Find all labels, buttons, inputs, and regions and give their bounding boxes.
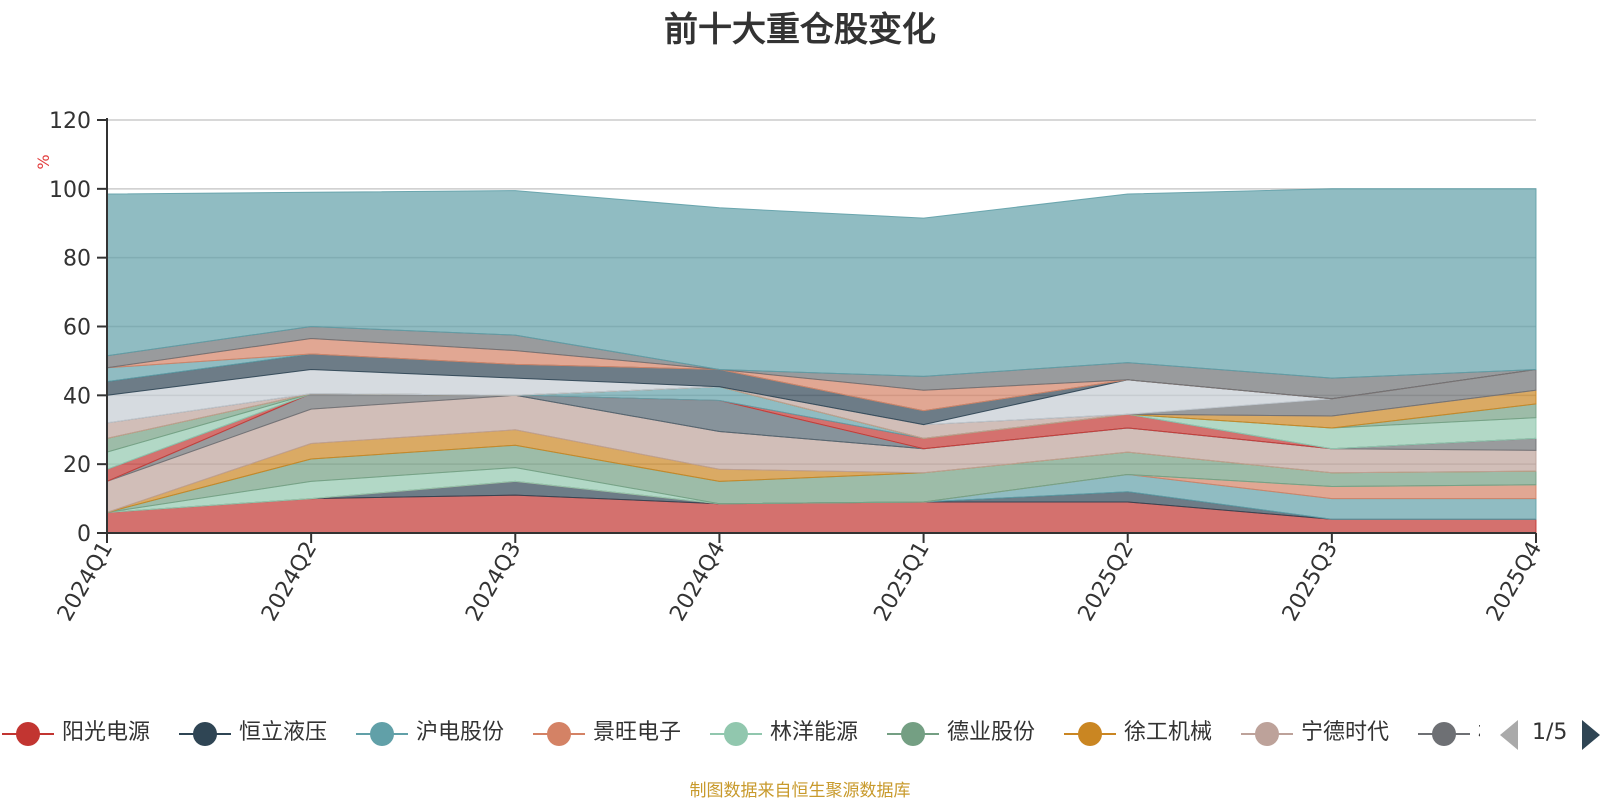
legend-dot-icon <box>901 722 925 746</box>
pager-next-icon[interactable] <box>1582 720 1600 750</box>
legend-dot-icon <box>724 722 748 746</box>
y-tick-label: 120 <box>49 109 91 134</box>
legend-pager: 1/5 <box>1498 716 1600 756</box>
area-series <box>106 188 1537 379</box>
legend-label: 景旺电子 <box>593 720 682 745</box>
x-tick-label: 2024Q1 <box>53 538 118 626</box>
legend-item[interactable]: 宁德时代 <box>1241 712 1411 756</box>
legend-item[interactable]: 德业股份 <box>887 712 1057 756</box>
x-tick-label: 2025Q1 <box>869 538 934 626</box>
y-tick-label: 100 <box>49 178 91 203</box>
pager-prev-icon[interactable] <box>1500 720 1518 750</box>
legend-item[interactable]: 恒立液压 <box>179 712 349 756</box>
legend-item[interactable]: 林洋能源 <box>710 712 880 756</box>
legend-item[interactable]: 景旺电子 <box>533 712 703 756</box>
legend-item[interactable]: 徐工机械 <box>1064 712 1234 756</box>
x-tick-label: 2024Q3 <box>461 538 526 626</box>
stacked-area-chart: 0 20 40 60 80 100 120 2024Q1 2024Q2 2024Q3 2024Q4 2… <box>34 109 1547 626</box>
legend-label: 恒立液压 <box>239 720 328 745</box>
y-tick-label: 40 <box>63 384 91 409</box>
data-source-note: 制图数据来自恒生聚源数据库 <box>689 781 911 801</box>
y-axis-label: % <box>34 154 53 169</box>
legend-dot-icon <box>1078 722 1102 746</box>
legend-label: 沪电股份 <box>416 720 505 745</box>
pager-text: 1/5 <box>1532 720 1568 745</box>
legend-item[interactable]: 阳光电源 <box>2 712 172 756</box>
y-tick-label: 60 <box>63 316 91 341</box>
x-tick-label: 2024Q4 <box>665 538 730 626</box>
legend: 阳光电源 恒立液压 沪电股份 景旺电子 林洋能源 德业股份 徐工机械 宁德时代 格力电器 <box>0 712 1480 756</box>
legend-dot-icon <box>1432 722 1456 746</box>
legend-dot-icon <box>193 722 217 746</box>
legend-label: 林洋能源 <box>770 720 859 745</box>
legend-label: 徐工机械 <box>1124 720 1213 745</box>
area-layer <box>106 188 1537 534</box>
legend-label: 阳光电源 <box>62 720 151 745</box>
y-tick-label: 80 <box>63 247 91 272</box>
legend-label: 德业股份 <box>947 720 1036 745</box>
legend-item[interactable]: 格力电器 <box>1418 712 1480 756</box>
x-tick-label: 2025Q4 <box>1482 538 1547 626</box>
y-tick-label: 0 <box>77 522 91 547</box>
x-tick-label: 2025Q3 <box>1278 538 1343 626</box>
legend-item[interactable]: 沪电股份 <box>356 712 526 756</box>
legend-dot-icon <box>370 722 394 746</box>
x-tick-label: 2025Q2 <box>1074 538 1139 626</box>
x-tick-label: 2024Q2 <box>257 538 322 626</box>
y-tick-label: 20 <box>63 453 91 478</box>
legend-label: 格力电器 <box>1478 718 1480 748</box>
legend-dot-icon <box>547 722 571 746</box>
chart-title: 前十大重仓股变化 <box>664 10 936 50</box>
legend-dot-icon <box>16 722 40 746</box>
legend-label: 宁德时代 <box>1301 720 1390 745</box>
legend-dot-icon <box>1255 722 1279 746</box>
